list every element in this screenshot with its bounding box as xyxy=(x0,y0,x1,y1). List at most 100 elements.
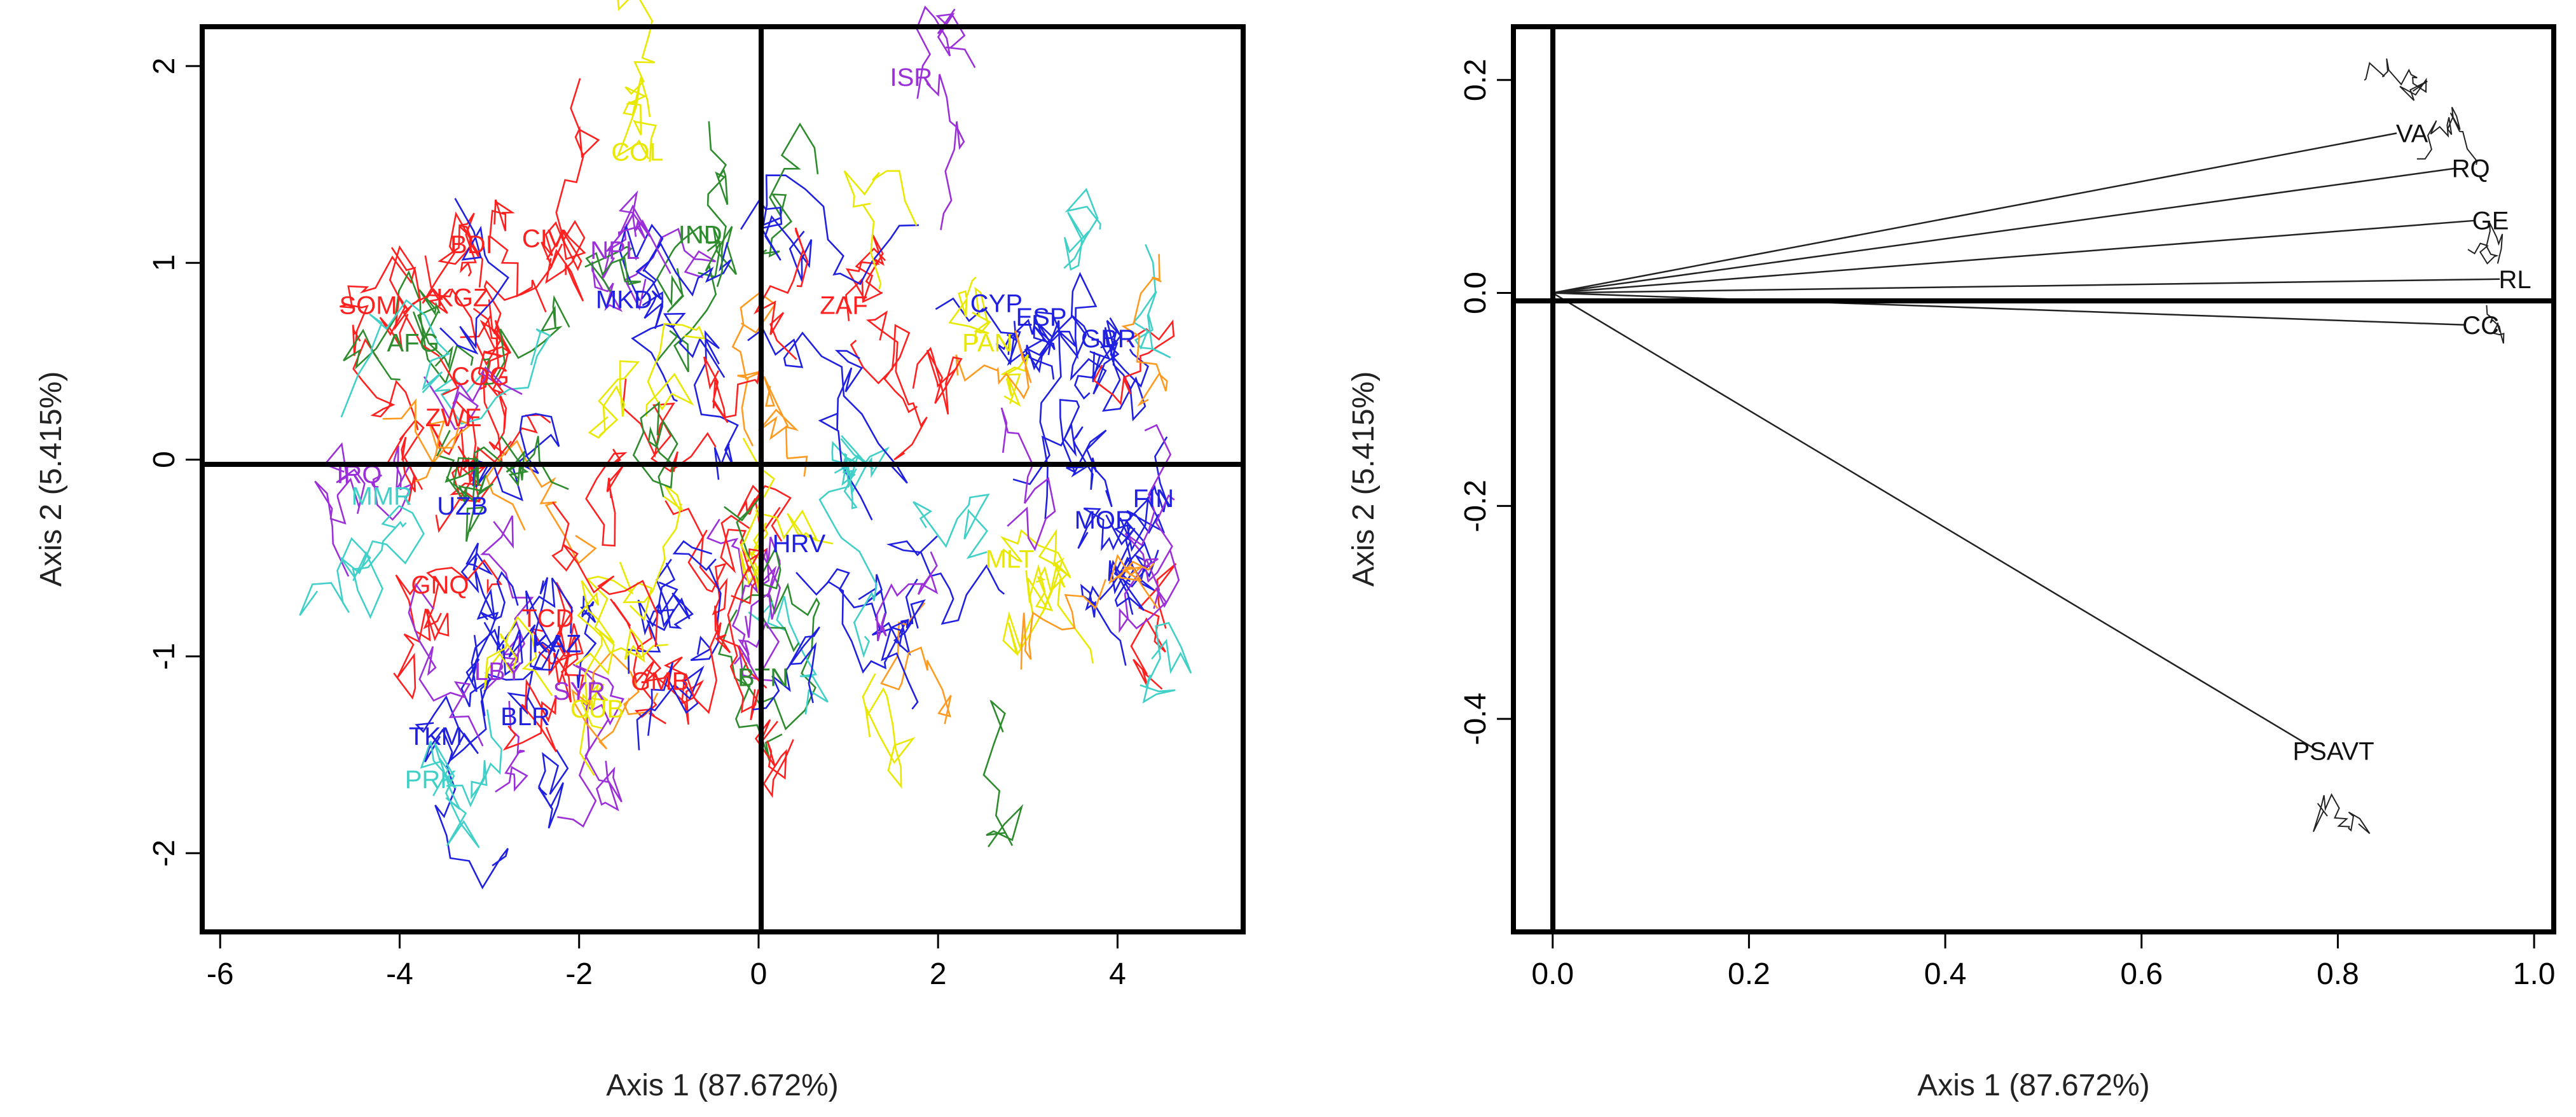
right-x-ticks: 0.0 0.2 0.4 0.6 0.8 1.0 xyxy=(1531,934,2555,991)
trajectory-line xyxy=(645,323,706,417)
country-label: AFG xyxy=(387,329,439,357)
trajectory-line xyxy=(748,596,829,715)
trajectory-line xyxy=(1038,528,1068,614)
country-label: TCD xyxy=(521,605,574,633)
trajectory-line xyxy=(340,299,451,418)
trajectory-line xyxy=(874,551,939,642)
trajectory-line xyxy=(843,170,918,290)
country-label: NPL xyxy=(590,237,640,265)
country-label: COG xyxy=(451,363,509,391)
left-x-tick-label: 4 xyxy=(1109,957,1126,991)
trajectory-line xyxy=(439,198,509,355)
trajectory-line xyxy=(408,583,484,747)
left-y-tick-label: -2 xyxy=(148,840,181,867)
right-y-tick-label: -0.2 xyxy=(1459,480,1492,532)
trajectory-line xyxy=(758,376,808,477)
country-label: ESP xyxy=(1016,303,1066,331)
trajectory-line xyxy=(1140,621,1192,704)
left-x-axis-title: Axis 1 (87.672%) xyxy=(606,1069,839,1102)
variable-vector xyxy=(1552,292,2466,326)
trajectory-line xyxy=(617,190,672,274)
trajectory-line xyxy=(627,562,676,674)
trajectory-line xyxy=(577,562,634,706)
variable-label: RL xyxy=(2499,266,2531,294)
trajectory-line xyxy=(622,484,684,621)
variable-trajectory xyxy=(2486,305,2505,344)
trajectory-line xyxy=(299,504,425,616)
trajectory-line xyxy=(1092,319,1175,406)
trajectory-line xyxy=(935,297,1017,366)
trajectory-line xyxy=(1007,272,1098,366)
trajectory-line xyxy=(525,577,573,653)
trajectory-line xyxy=(693,330,739,480)
trajectory-line xyxy=(955,330,1032,399)
trajectory-line xyxy=(415,695,509,890)
left-x-tick-label: 0 xyxy=(750,957,768,991)
trajectory-line xyxy=(948,276,991,343)
trajectory-line xyxy=(471,571,519,683)
trajectory-line xyxy=(865,310,928,461)
trajectory-line xyxy=(537,749,569,829)
trajectory-line xyxy=(1022,326,1077,380)
trajectory-line xyxy=(736,484,792,542)
trajectory-line xyxy=(845,234,886,321)
trajectory-line xyxy=(500,435,569,490)
country-label: GMB xyxy=(631,668,689,696)
country-label: ZWE xyxy=(425,404,482,432)
trajectory-line xyxy=(1130,563,1177,690)
trajectory-line xyxy=(352,338,419,431)
trajectory-line xyxy=(1108,553,1159,609)
left-y-tick-label: 0 xyxy=(148,451,181,468)
country-label: SYR xyxy=(553,677,605,705)
trajectory-line xyxy=(1041,399,1084,520)
trajectory-line xyxy=(538,623,584,703)
trajectory-line xyxy=(754,227,809,361)
country-label: GBR xyxy=(1081,325,1136,353)
left-plot-frame xyxy=(200,24,1246,934)
trajectory-line xyxy=(379,245,459,396)
right-x-tick-label: 0.4 xyxy=(1924,957,1967,991)
trajectory-line xyxy=(871,599,926,710)
country-label: MMR xyxy=(351,483,412,511)
trajectory-line xyxy=(460,621,560,707)
trajectory-line xyxy=(672,540,722,662)
right-x-tick-label: 0.0 xyxy=(1531,957,1574,991)
trajectory-line xyxy=(574,627,668,676)
variable-vector xyxy=(1552,167,2456,294)
trajectory-line xyxy=(489,199,547,313)
trajectory-line xyxy=(546,78,600,272)
country-label: FIN xyxy=(1133,485,1174,513)
variable-label: RQ xyxy=(2452,155,2490,183)
country-label: ZAF xyxy=(820,292,868,320)
trajectory-line xyxy=(1063,188,1101,271)
country-label: CYP xyxy=(970,290,1023,318)
right-plot-frame xyxy=(1511,24,2556,934)
left-trajectories xyxy=(299,0,1192,890)
trajectory-line xyxy=(571,651,659,750)
left-y-ticks: -2 -1 0 1 2 xyxy=(148,58,200,867)
trajectory-line xyxy=(585,448,628,547)
trajectory-line xyxy=(343,270,474,385)
right-trajectories xyxy=(2313,58,2505,835)
trajectory-line xyxy=(631,312,726,402)
trajectory-line xyxy=(1124,424,1175,583)
trajectory-line xyxy=(551,501,659,648)
country-label: KGZ xyxy=(436,284,488,312)
left-x-tick-label: -6 xyxy=(207,957,234,991)
trajectory-line xyxy=(1020,579,1106,670)
trajectory-line xyxy=(1000,354,1029,407)
trajectory-line xyxy=(1077,436,1170,552)
trajectory-line xyxy=(340,247,417,356)
variable-label: VA xyxy=(2396,120,2428,148)
variable-trajectory xyxy=(2313,793,2371,835)
variable-trajectory xyxy=(2416,106,2478,165)
left-x-tick-label: 2 xyxy=(930,957,947,991)
left-y-tick-label: 1 xyxy=(148,254,181,272)
trajectory-line xyxy=(850,324,918,413)
variable-label: CC xyxy=(2462,312,2499,340)
trajectory-line xyxy=(632,401,678,497)
trajectory-line xyxy=(619,223,664,330)
country-label: SOM xyxy=(340,292,397,320)
variable-label: PSAVT xyxy=(2292,737,2374,765)
